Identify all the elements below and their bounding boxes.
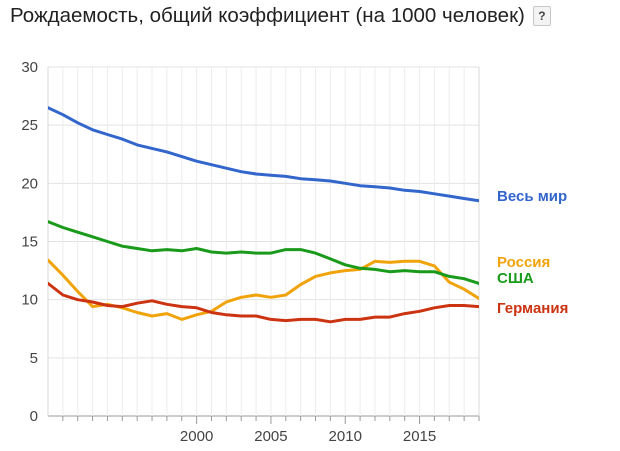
series-line-0	[48, 106, 479, 203]
y-tick-label: 30	[21, 59, 38, 76]
x-tick-label: 2005	[254, 428, 287, 445]
series-label-0: Весь мир	[497, 188, 567, 205]
chart-header: Рождаемость, общий коэффициент (на 1000 …	[10, 4, 551, 28]
y-tick-label: 10	[21, 292, 38, 309]
series-line-1	[48, 258, 479, 321]
series-label-2: США	[497, 270, 534, 287]
y-tick-label: 5	[30, 350, 38, 367]
y-tick-label: 20	[21, 175, 38, 192]
y-tick-label: 25	[21, 117, 38, 134]
chart-title: Рождаемость, общий коэффициент (на 1000 …	[10, 4, 525, 27]
x-tick-label: 2000	[180, 428, 213, 445]
help-button[interactable]: ?	[532, 6, 551, 26]
series-label-1: Россия	[497, 254, 550, 271]
y-tick-label: 0	[30, 408, 38, 425]
x-tick-label: 2015	[403, 428, 436, 445]
x-tick-label: 2010	[329, 428, 362, 445]
series-label-3: Германия	[497, 300, 568, 317]
series-line-2	[48, 220, 479, 285]
series-line-3	[48, 281, 479, 324]
y-tick-label: 15	[21, 234, 38, 251]
